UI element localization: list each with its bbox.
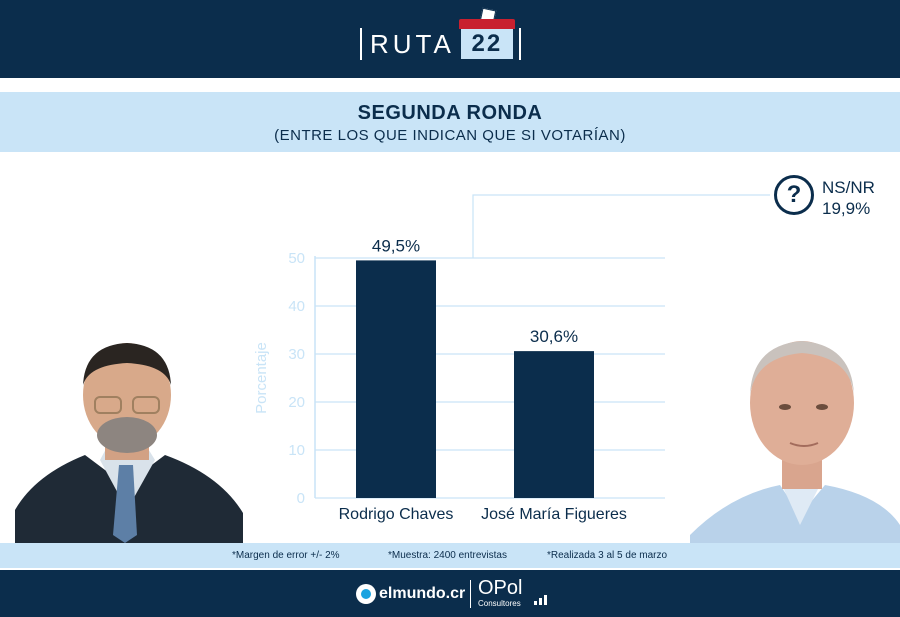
elmundo-logo: elmundo.cr [356,584,465,604]
nsnr-connector [472,194,770,258]
ballot-box-icon: 22 [458,7,515,59]
x-tick-label: Rodrigo Chaves [339,506,454,523]
y-tick-label: 30 [288,346,305,363]
chart-subtitle: (ENTRE LOS QUE INDICAN QUE SI VOTARÍAN) [274,127,626,144]
bar [514,351,594,498]
data-label: 30,6% [530,327,578,346]
ballot-lid [458,19,515,29]
note-margin: *Margen de error +/- 2% [232,550,340,561]
logo-word: RUTA [370,28,455,59]
footer-divider [470,580,471,608]
nsnr-label: NS/NR [822,178,875,197]
logo-number: 22 [460,29,513,59]
ruta22-logo: RUTA 22 [360,7,521,62]
elmundo-globe-icon [356,584,376,604]
y-tick-label: 50 [288,250,305,267]
y-tick-label: 10 [288,442,305,459]
y-tick-label: 40 [288,298,305,315]
opol-bars-icon [534,595,547,605]
logo-bar-left [360,28,362,60]
bar-chart: 0 10 20 30 40 50 Porcentaje 49,5% Rodrigo Chaves… [253,194,770,523]
x-tick-label: José María Figueres [481,506,627,523]
opol-subtext: Consultores [478,599,521,608]
nsnr-value: 19,9% [822,199,871,218]
opol-logo: OPol Consultores [478,577,547,609]
note-sample: *Muestra: 2400 entrevistas [388,550,507,561]
header-bar: RUTA 22 [0,0,900,78]
footnotes: *Margen de error +/- 2% *Muestra: 2400 e… [0,543,900,568]
title-band: SEGUNDA RONDA (ENTRE LOS QUE INDICAN QUE… [0,92,900,152]
chart-title: SEGUNDA RONDA [357,102,543,124]
elmundo-text: elmundo.cr [379,585,466,602]
y-axis-label: Porcentaje [253,342,270,414]
opol-text: OPol [478,577,523,599]
logo-bar-right [518,28,521,60]
y-tick-label: 0 [297,490,305,507]
footer-bar: elmundo.cr OPol Consultores [0,570,900,617]
y-tick-label: 20 [288,394,305,411]
candidate-photo-chaves [15,335,243,543]
bar [356,260,436,498]
note-dates: *Realizada 3 al 5 de marzo [547,550,668,561]
data-label: 49,5% [372,236,420,255]
question-icon: ? [774,175,814,215]
candidate-photo-figueres [690,335,900,543]
